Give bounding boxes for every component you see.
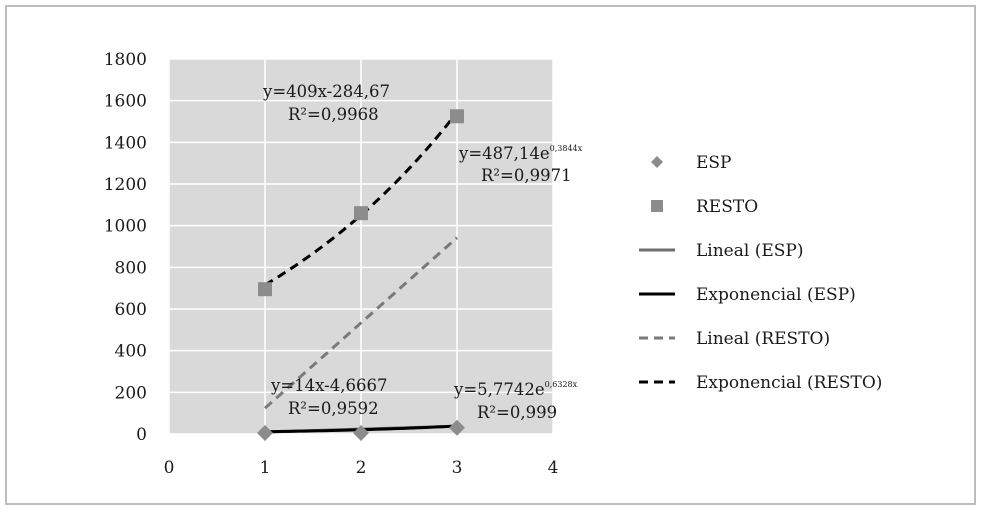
resto-point-2 xyxy=(354,206,368,221)
annotations: y=409x-284,67 R²=0,9968 y=487,14e0,3844x… xyxy=(262,82,583,422)
resto-exp-equation-base: y=487,14e xyxy=(458,144,550,163)
trendline-exponencial-resto xyxy=(264,111,459,287)
legend-label-exponencial-esp: Exponencial (ESP) xyxy=(696,285,856,305)
resto-linear-r2: R²=0,9968 xyxy=(288,105,379,124)
legend-label-esp: ESP xyxy=(696,153,732,173)
resto-point-1 xyxy=(258,282,272,297)
y-tick-labels: 0 200 400 600 800 1000 1200 1400 1600 1800 xyxy=(104,50,147,445)
resto-linear-equation: y=409x-284,67 xyxy=(262,82,390,101)
x-tick-labels: 0 1 2 3 4 xyxy=(164,458,559,478)
y-tick-1000: 1000 xyxy=(104,217,147,237)
esp-exp-equation-exponent: 0,6328x xyxy=(545,380,578,389)
y-tick-1800: 1800 xyxy=(104,50,147,70)
trendline-lineal-resto xyxy=(264,236,458,410)
esp-exp-equation-base: y=5,7742e xyxy=(453,380,545,399)
x-tick-1: 1 xyxy=(260,458,271,478)
data-markers xyxy=(257,109,465,441)
y-tick-400: 400 xyxy=(115,342,147,362)
resto-exp-equation-exponent: 0,3844x xyxy=(550,144,583,153)
resto-exp-r2: R²=0,9971 xyxy=(481,166,572,185)
y-tick-0: 0 xyxy=(136,425,147,445)
x-tick-4: 4 xyxy=(548,458,559,478)
y-tick-1600: 1600 xyxy=(104,92,147,112)
esp-exp-equation: y=5,7742e0,6328x xyxy=(453,380,578,399)
y-tick-600: 600 xyxy=(115,300,147,320)
legend-marker-esp xyxy=(651,156,663,168)
x-tick-2: 2 xyxy=(356,458,367,478)
legend-label-exponencial-resto: Exponencial (RESTO) xyxy=(696,373,882,393)
esp-linear-equation: y=14x-4,6667 xyxy=(270,376,387,395)
y-tick-200: 200 xyxy=(115,383,147,403)
x-tick-3: 3 xyxy=(452,458,463,478)
resto-exp-equation: y=487,14e0,3844x xyxy=(458,144,583,163)
esp-point-1 xyxy=(257,424,273,441)
esp-point-3 xyxy=(449,419,465,436)
resto-point-3 xyxy=(450,109,464,124)
legend-marker-resto xyxy=(651,200,663,212)
esp-exp-r2: R²=0,999 xyxy=(477,403,557,422)
legend-label-resto: RESTO xyxy=(696,197,758,217)
legend-label-lineal-esp: Lineal (ESP) xyxy=(696,241,803,261)
grid-lines xyxy=(168,58,554,435)
legend: ESP RESTO Lineal (ESP) Exponencial (ESP) Lin… xyxy=(639,153,882,393)
legend-label-lineal-resto: Lineal (RESTO) xyxy=(696,329,830,349)
y-tick-1400: 1400 xyxy=(104,133,147,153)
y-tick-800: 800 xyxy=(115,258,147,278)
y-tick-1200: 1200 xyxy=(104,175,147,195)
x-tick-0: 0 xyxy=(164,458,175,478)
esp-point-2 xyxy=(353,424,369,441)
esp-linear-r2: R²=0,9592 xyxy=(288,399,379,418)
